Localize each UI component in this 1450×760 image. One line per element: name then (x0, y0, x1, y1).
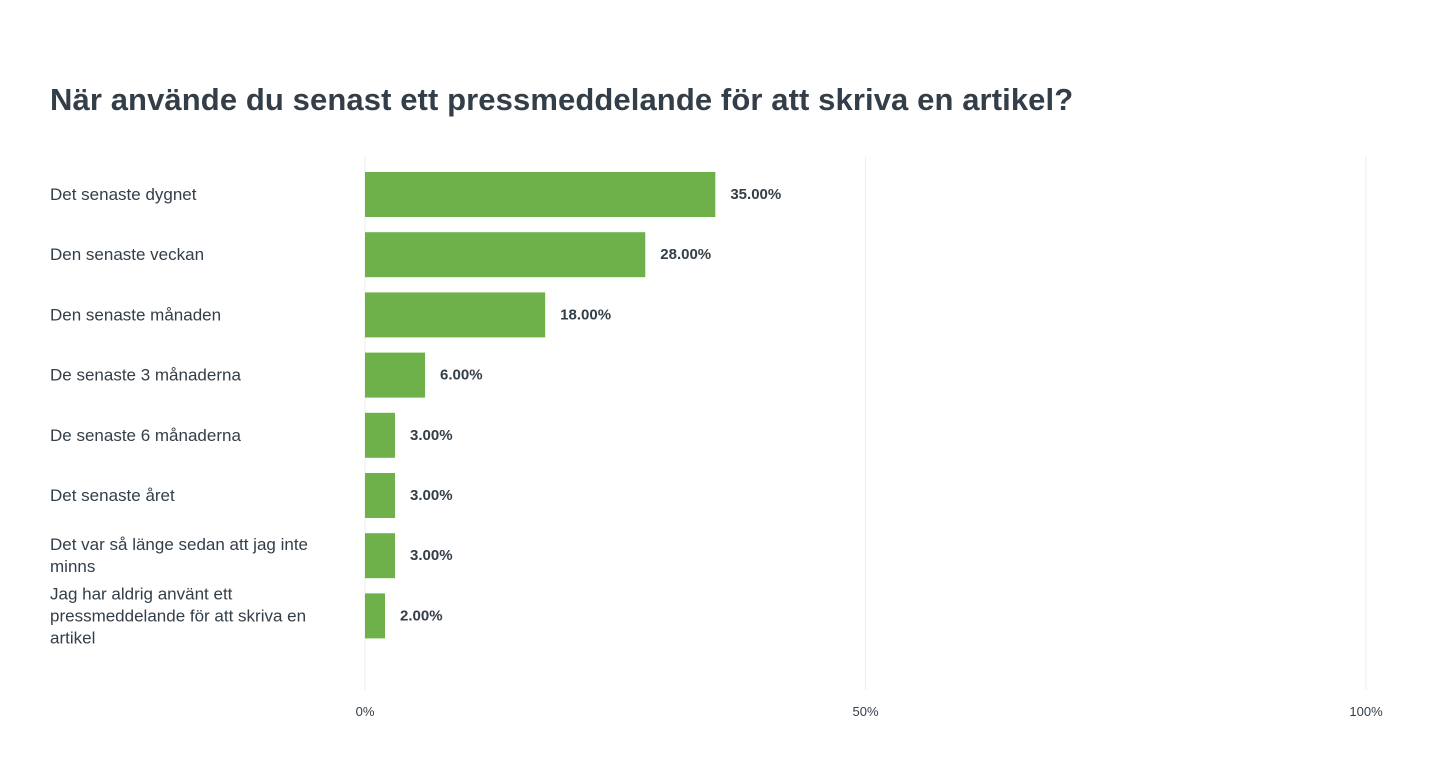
bar (365, 352, 426, 398)
bar-value-label: 28.00% (660, 246, 711, 263)
bar (365, 533, 396, 579)
category-label: Den senaste månaden (50, 305, 221, 324)
x-tick-label: 100% (1349, 704, 1383, 719)
bar-value-label: 18.00% (560, 306, 611, 323)
bar-value-label: 35.00% (730, 186, 781, 203)
bar-value-label: 2.00% (400, 607, 443, 624)
bar-value-label: 6.00% (440, 367, 483, 384)
bars (365, 172, 716, 639)
bar (365, 172, 716, 217)
bar (365, 412, 396, 458)
category-label: Det senaste dygnet (50, 185, 197, 204)
category-label: De senaste 3 månaderna (50, 366, 241, 385)
bar (365, 473, 396, 518)
bar (365, 292, 546, 338)
bar (365, 593, 386, 639)
category-label: Det var så länge sedan att jag inte minns (50, 535, 308, 576)
category-label: Det senaste året (50, 486, 175, 505)
category-label: De senaste 6 månaderna (50, 426, 241, 445)
x-tick-label: 0% (356, 704, 375, 719)
bar (365, 232, 646, 278)
chart-title: När använde du senast ett pressmeddeland… (50, 82, 1074, 117)
value-labels: 35.00% 28.00% 18.00% 6.00% 3.00% 3.00% 3.00% 2.… (400, 186, 781, 624)
x-tick-label: 50% (852, 704, 878, 719)
bar-value-label: 3.00% (410, 427, 453, 444)
bar-value-label: 3.00% (410, 487, 453, 504)
category-label: Den senaste veckan (50, 245, 204, 264)
category-labels: Det senaste dygnet Den senaste veckan Den … (50, 185, 308, 647)
x-axis-ticks: 0% 50% 100% (356, 704, 1383, 719)
bar-value-label: 3.00% (410, 547, 453, 564)
category-label: Jag har aldrig använt ett pressmeddelande… (50, 584, 306, 647)
